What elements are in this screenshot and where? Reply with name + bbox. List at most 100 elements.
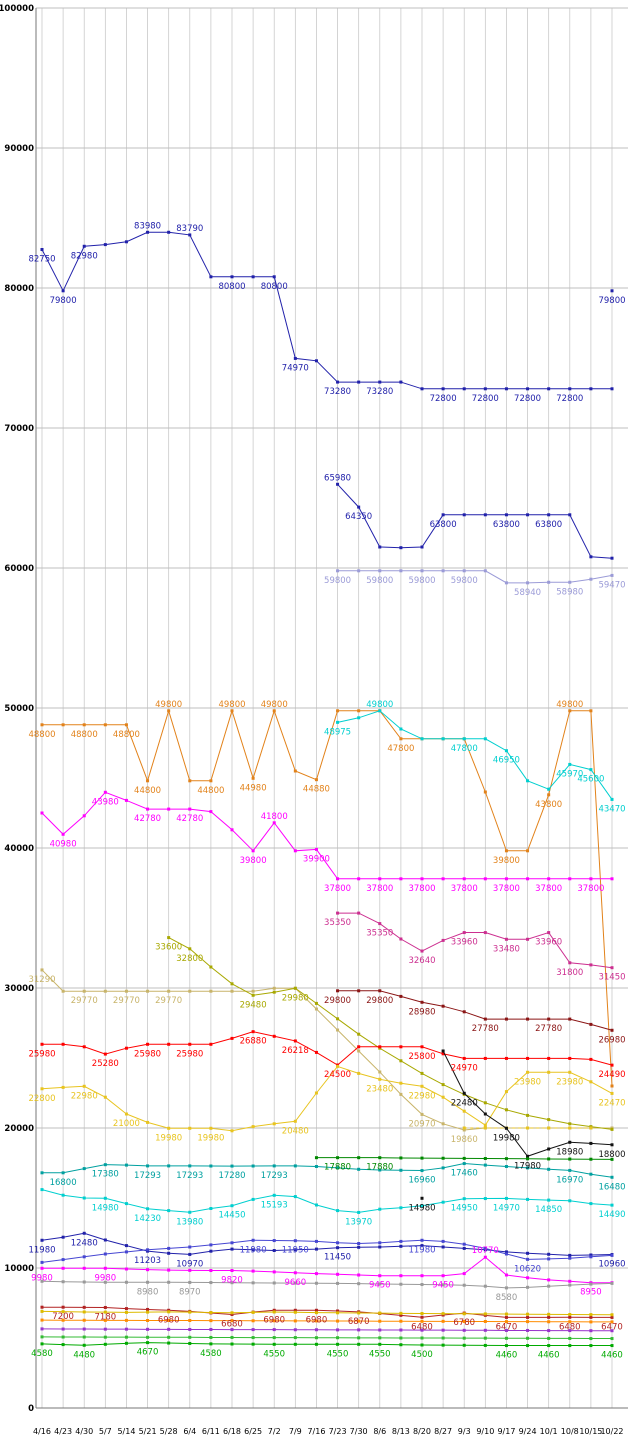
data-point: [336, 1246, 340, 1250]
data-point: [103, 1318, 107, 1322]
data-point: [547, 1056, 551, 1060]
data-point: [357, 1049, 361, 1053]
svg-text:16480: 16480: [598, 1182, 625, 1192]
series-darkorange: [40, 1318, 614, 1324]
svg-text:27780: 27780: [535, 1024, 562, 1034]
svg-text:13970: 13970: [345, 1217, 372, 1227]
svg-text:9450: 9450: [432, 1281, 454, 1291]
data-point: [399, 1274, 403, 1278]
data-point: [40, 248, 44, 251]
data-point: [336, 1336, 340, 1340]
data-point: [209, 1335, 213, 1339]
data-point: [336, 1272, 340, 1276]
svg-text:39800: 39800: [493, 856, 520, 866]
svg-text:47800: 47800: [387, 744, 414, 754]
data-point: [146, 779, 150, 783]
svg-text:4500: 4500: [411, 1350, 433, 1360]
data-point: [610, 1203, 614, 1207]
data-point: [103, 1305, 107, 1309]
data-point: [336, 989, 340, 993]
data-point: [82, 1327, 86, 1331]
data-point: [188, 989, 192, 993]
svg-text:32640: 32640: [408, 956, 435, 966]
data-point: [547, 1070, 551, 1074]
data-point: [462, 1246, 466, 1250]
data-point: [462, 569, 466, 573]
data-point: [568, 1199, 572, 1203]
series-magenta-a: [40, 790, 614, 881]
series-cyan-a: [336, 709, 614, 801]
svg-text:14950: 14950: [451, 1204, 478, 1214]
svg-text:65980: 65980: [324, 473, 351, 483]
svg-text:14450: 14450: [218, 1211, 245, 1221]
data-point: [399, 569, 403, 573]
data-point: [399, 546, 403, 550]
data-point: [146, 1319, 150, 1322]
svg-text:10/1: 10/1: [540, 1427, 558, 1436]
data-point: [314, 1272, 318, 1276]
data-point: [589, 1313, 593, 1317]
data-point: [251, 989, 255, 993]
data-point: [526, 849, 530, 853]
data-point: [336, 1017, 340, 1021]
data-point: [462, 1126, 466, 1130]
data-point: [399, 1045, 403, 1049]
svg-text:13980: 13980: [176, 1217, 203, 1227]
series-violetred: [336, 911, 614, 970]
data-point: [357, 569, 361, 573]
data-point: [462, 1109, 466, 1113]
data-point: [568, 1329, 572, 1333]
data-point: [293, 1281, 297, 1285]
data-point: [251, 1197, 255, 1201]
data-point: [610, 877, 614, 881]
data-point: [589, 1253, 593, 1257]
data-point: [188, 1210, 192, 1214]
data-point: [188, 1252, 192, 1256]
data-point: [399, 877, 403, 881]
data-point: [420, 1204, 424, 1208]
data-point: [188, 1319, 192, 1322]
data-point: [357, 877, 361, 881]
data-point: [547, 793, 551, 797]
svg-text:45970: 45970: [556, 769, 583, 779]
data-point: [610, 1313, 614, 1317]
data-point: [420, 1238, 424, 1242]
data-point: [251, 776, 255, 780]
data-point: [504, 387, 508, 391]
data-point: [568, 1256, 572, 1260]
svg-text:8970: 8970: [179, 1287, 201, 1297]
data-point: [568, 1279, 572, 1283]
data-point: [462, 1312, 466, 1316]
data-point: [103, 1238, 107, 1242]
data-point: [146, 230, 150, 234]
data-point: [272, 1342, 276, 1346]
data-point: [209, 1342, 213, 1346]
data-point: [526, 1056, 530, 1060]
data-point: [230, 709, 234, 713]
svg-text:9980: 9980: [31, 1273, 53, 1283]
data-point: [420, 1312, 424, 1315]
data-point: [526, 1154, 530, 1158]
svg-text:45600: 45600: [577, 775, 604, 785]
data-point: [568, 1140, 572, 1144]
data-point: [568, 1056, 572, 1060]
data-point: [82, 244, 86, 248]
data-point: [293, 1239, 297, 1243]
data-point: [272, 990, 276, 994]
svg-text:59800: 59800: [408, 576, 435, 586]
data-point: [399, 380, 403, 384]
data-point: [188, 1164, 192, 1168]
data-point: [82, 1335, 86, 1339]
data-point: [103, 723, 107, 727]
data-point: [589, 1202, 593, 1206]
data-point: [357, 1282, 361, 1286]
data-point: [378, 1245, 382, 1249]
data-point: [230, 1247, 234, 1251]
data-point: [462, 1319, 466, 1323]
data-point: [462, 1336, 466, 1340]
svg-text:29480: 29480: [240, 1000, 267, 1010]
data-point: [40, 723, 44, 727]
data-point: [420, 949, 424, 953]
svg-text:43980: 43980: [92, 797, 119, 807]
data-point: [357, 709, 361, 713]
